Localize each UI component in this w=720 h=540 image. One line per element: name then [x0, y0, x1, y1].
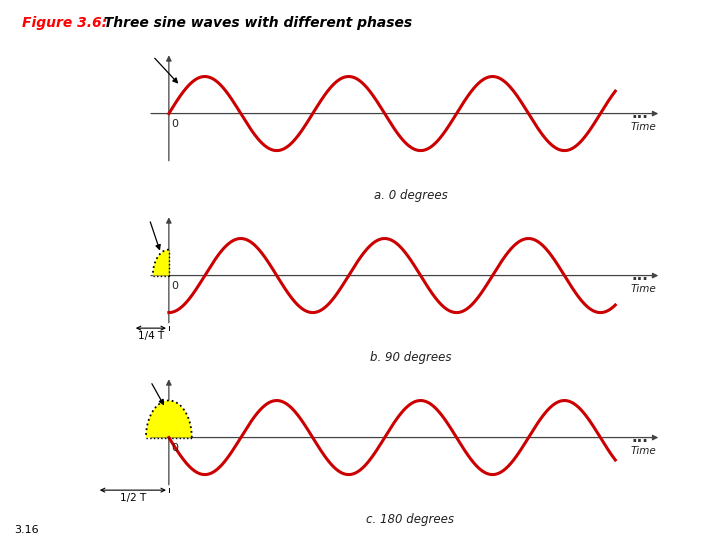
Text: Time: Time	[631, 446, 657, 456]
Text: Figure 3.6:: Figure 3.6:	[22, 16, 107, 30]
Text: c. 180 degrees: c. 180 degrees	[366, 513, 454, 526]
Text: 0: 0	[171, 443, 179, 453]
Text: a. 0 degrees: a. 0 degrees	[374, 189, 447, 202]
Text: ...: ...	[631, 430, 648, 445]
Text: Time: Time	[631, 122, 657, 132]
Text: b. 90 degrees: b. 90 degrees	[369, 351, 451, 364]
Text: 0: 0	[171, 281, 179, 291]
Text: Three sine waves with different phases: Three sine waves with different phases	[94, 16, 412, 30]
Text: Time: Time	[631, 284, 657, 294]
Text: ...: ...	[631, 106, 648, 121]
Text: ...: ...	[631, 268, 648, 283]
Text: 1/4 T: 1/4 T	[138, 331, 164, 341]
Text: 0: 0	[171, 119, 179, 129]
Wedge shape	[146, 401, 192, 437]
Text: 1/2 T: 1/2 T	[120, 493, 146, 503]
Wedge shape	[153, 249, 169, 275]
Text: 3.16: 3.16	[14, 524, 39, 535]
